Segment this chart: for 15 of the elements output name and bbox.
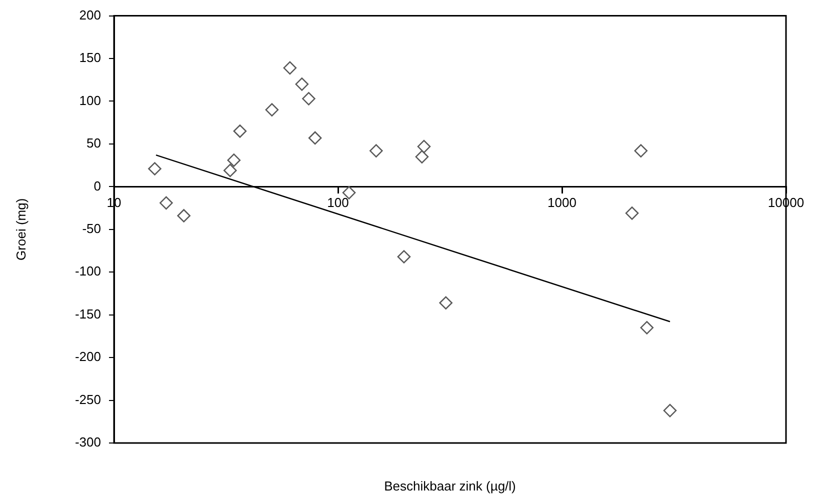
y-tick-label: 150 xyxy=(79,50,101,66)
y-tick-label: -50 xyxy=(82,220,101,236)
y-tick-label: -250 xyxy=(74,392,101,407)
y-tick-label: -200 xyxy=(74,349,101,364)
y-tick-label: 50 xyxy=(86,136,101,151)
y-tick-label: -300 xyxy=(74,434,101,450)
x-tick-label: 100 xyxy=(327,195,349,210)
x-axis-title: Beschikbaar zink (µg/l) xyxy=(384,478,516,494)
y-tick-label: -100 xyxy=(74,264,101,279)
y-tick-label: 100 xyxy=(79,92,101,108)
y-tick-label: 0 xyxy=(94,178,101,194)
y-tick-label: -150 xyxy=(74,306,101,322)
y-axis-title: Groei (mg) xyxy=(14,198,29,260)
y-tick-label: 200 xyxy=(79,7,101,22)
x-tick-label: 1000 xyxy=(548,195,576,210)
